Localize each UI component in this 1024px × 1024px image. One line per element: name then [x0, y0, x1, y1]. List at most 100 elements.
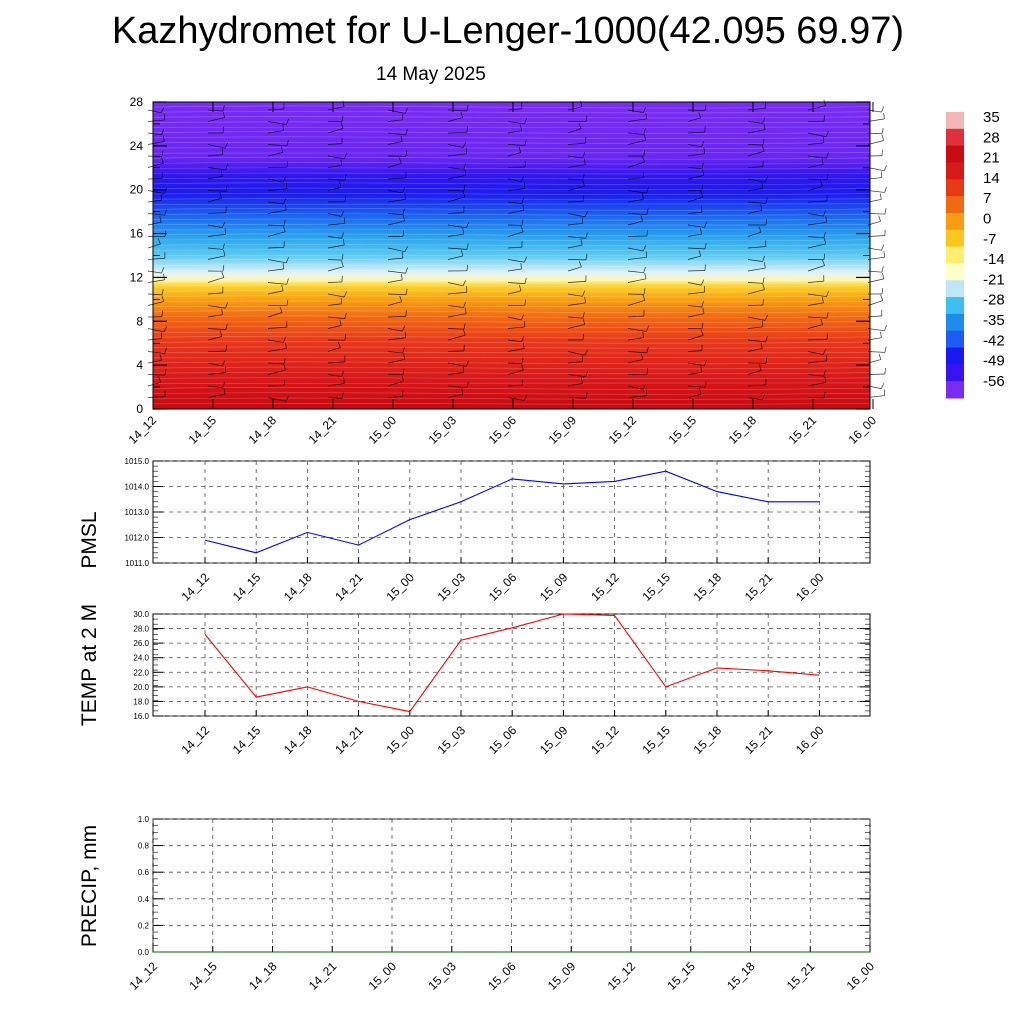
wind-barb-flag	[224, 228, 226, 235]
wind-barb	[447, 153, 467, 157]
contour-line	[152, 156, 871, 160]
wind-barb-flag	[578, 261, 582, 268]
wind-barb-flag	[582, 290, 586, 297]
wind-barb-flag	[341, 370, 345, 377]
wind-barb-flag	[643, 134, 647, 141]
wind-barb-flag	[285, 395, 289, 402]
wind-barb-flag	[225, 185, 228, 192]
wind-barb	[747, 231, 762, 237]
wind-barb	[567, 178, 583, 181]
wind-barb-flag	[699, 388, 702, 395]
wind-barb-flag	[704, 359, 707, 366]
wind-barb	[207, 385, 223, 389]
wind-barb-flag	[762, 139, 765, 146]
x-tick-label: 14_15	[230, 570, 264, 604]
wind-barb-flag	[463, 329, 466, 336]
wind-barb	[687, 372, 702, 375]
wind-barb	[807, 132, 827, 138]
wind-barb	[807, 293, 827, 297]
wind-barb	[447, 174, 467, 180]
wind-barb	[687, 224, 705, 228]
wind-barb-flag	[878, 215, 881, 222]
wind-barb	[387, 380, 405, 387]
wind-barb	[687, 175, 704, 180]
wind-barb	[687, 335, 704, 341]
wind-barb	[627, 351, 647, 354]
wind-barb-flag	[643, 128, 646, 135]
wind-barb-flag	[642, 331, 644, 338]
wind-barb-flag	[404, 331, 406, 338]
contour-line	[152, 351, 871, 354]
wind-barb	[627, 337, 644, 341]
wind-barb	[147, 141, 165, 145]
wind-barb	[267, 348, 287, 352]
wind-barb-flag	[642, 156, 645, 163]
wind-barb	[447, 255, 463, 260]
wind-barb-flag	[344, 195, 346, 202]
wind-barb-flag	[646, 208, 649, 215]
y-tick-label: 16	[130, 227, 144, 241]
x-tick-label: 15_15	[639, 570, 673, 604]
x-tick-label: 16_00	[846, 413, 880, 447]
colorbar-swatch	[946, 212, 964, 231]
wind-barb-flag	[582, 318, 586, 325]
wind-barb-flag	[884, 208, 887, 215]
wind-barb	[387, 257, 403, 260]
y-tick-label: 26.0	[133, 639, 149, 648]
wind-barb-flag	[704, 381, 707, 388]
wind-barb	[687, 385, 705, 388]
x-tick-label: 15_09	[537, 723, 571, 757]
wind-barb	[147, 190, 165, 194]
colorbar-label: 0	[983, 211, 991, 228]
wind-barb	[327, 244, 345, 249]
contour-line	[152, 295, 871, 298]
wind-barb-flag	[339, 319, 342, 326]
wind-barb	[867, 118, 885, 122]
wind-barb	[267, 201, 284, 205]
y-tick-label: 1011.0	[125, 559, 149, 568]
wind-barb	[147, 374, 165, 376]
wind-barb-flag	[700, 228, 702, 235]
wind-barb	[567, 374, 586, 378]
wind-barb-flag	[281, 284, 284, 291]
chart-subtitle: 14 May 2025	[376, 64, 486, 85]
y-tick-label: 0.4	[138, 895, 150, 904]
wind-barb	[327, 143, 342, 145]
wind-barb-flag	[640, 215, 643, 222]
wind-barb-flag	[157, 238, 161, 245]
wind-barb	[147, 243, 161, 249]
y-tick-label: 16.0	[133, 712, 149, 721]
wind-barb-flag	[642, 193, 644, 200]
wind-barb	[207, 176, 223, 180]
wind-barb-flag	[283, 225, 286, 232]
wind-barb	[867, 373, 885, 375]
wind-barb	[327, 106, 345, 111]
wind-barb-flag	[580, 239, 583, 246]
wind-barb	[747, 282, 763, 284]
wind-barb-flag	[286, 299, 289, 306]
wind-barb	[567, 155, 583, 159]
wind-barb	[747, 348, 763, 352]
wind-barb	[267, 268, 284, 272]
wind-barb	[207, 233, 226, 237]
wind-barb-flag	[764, 176, 768, 183]
wind-barb-flag	[823, 253, 826, 260]
wind-barb	[747, 178, 766, 183]
wind-barb	[747, 316, 766, 321]
colorbar-swatch	[946, 229, 964, 248]
heatmap-fill	[153, 102, 870, 409]
contour-line	[152, 300, 871, 303]
wind-barb	[147, 396, 165, 398]
colorbar-swatch	[946, 263, 964, 281]
wind-barb	[507, 369, 524, 375]
wind-barb-flag	[522, 204, 525, 211]
x-tick-label: 14_18	[246, 959, 280, 993]
wind-barb	[447, 305, 464, 308]
y-tick-label: 0	[136, 402, 143, 416]
wind-barb-flag	[164, 209, 167, 216]
wind-barb-flag	[343, 291, 348, 298]
x-tick-label: 15_00	[383, 570, 417, 604]
y-tick-label: 30.0	[133, 610, 149, 619]
contour-line	[152, 392, 871, 395]
wind-barb-flag	[764, 314, 768, 321]
